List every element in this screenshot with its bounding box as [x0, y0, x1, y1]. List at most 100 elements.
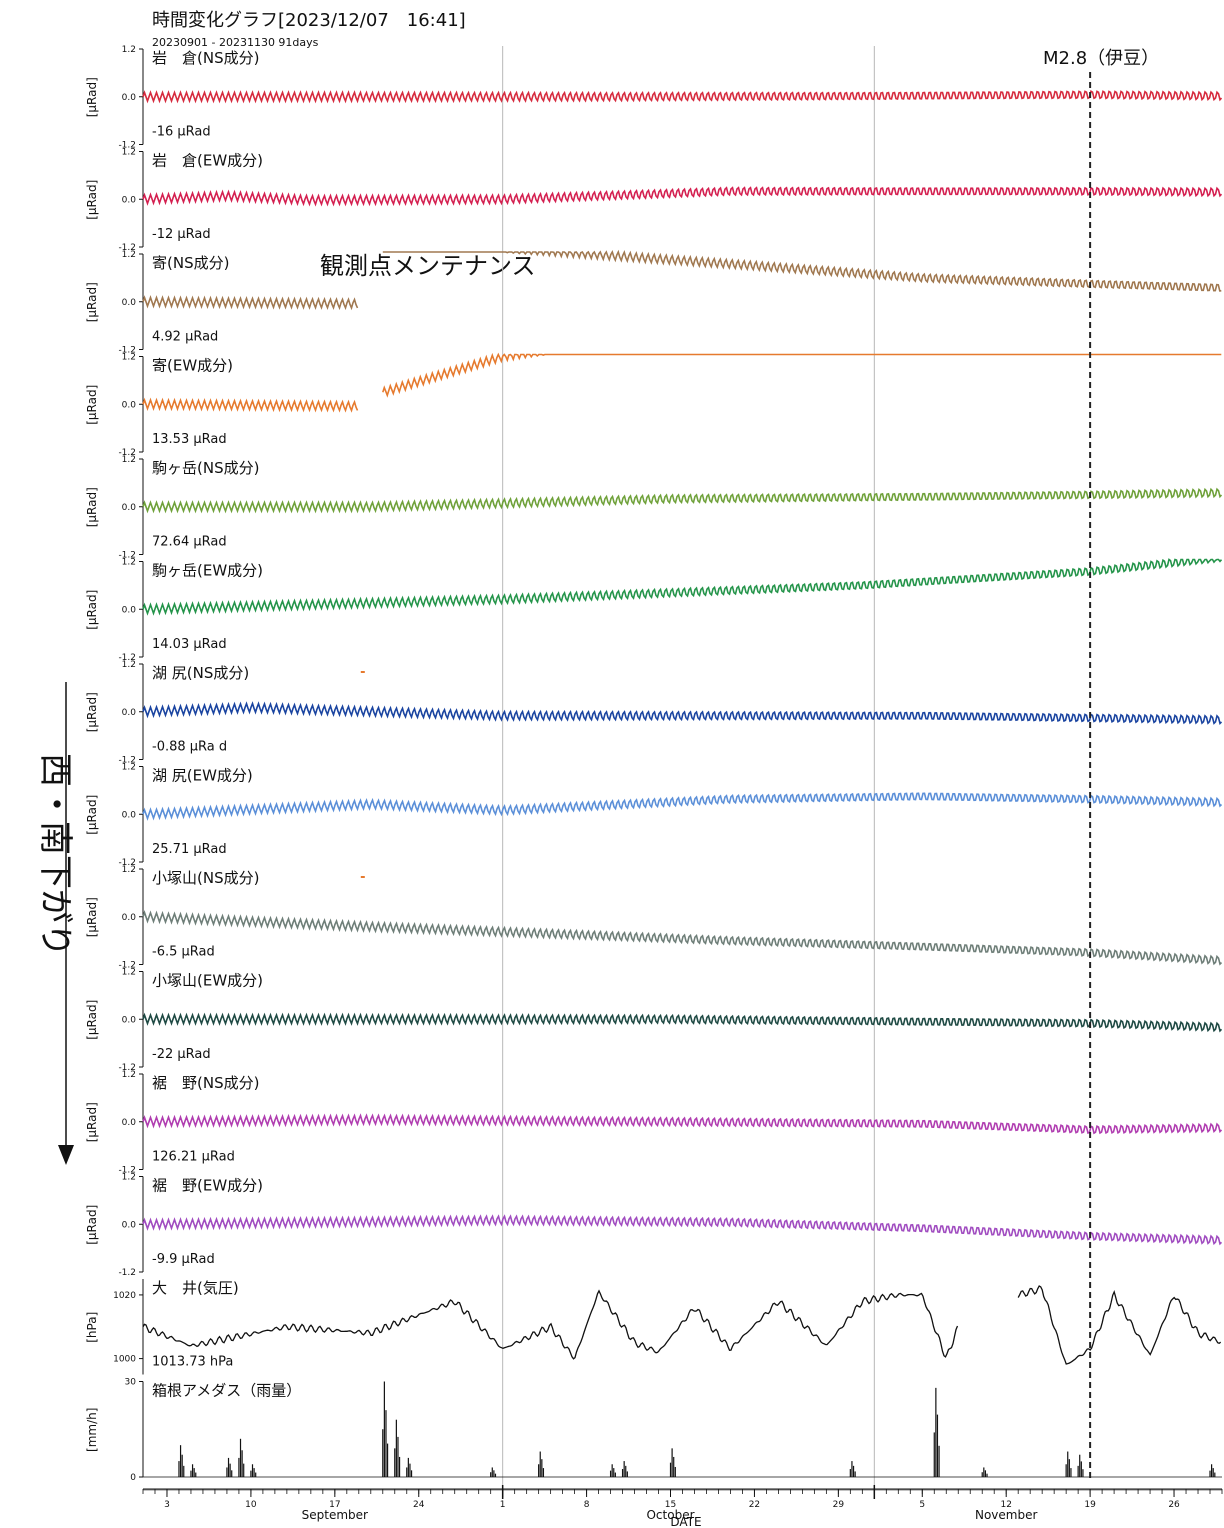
y-axis-label: [μRad]	[85, 897, 99, 937]
y-tick-label: -1.2	[118, 1063, 136, 1073]
panel-value-label: 4.92 μRad	[152, 330, 218, 345]
x-tick-label: 3	[164, 1500, 170, 1510]
series-line	[142, 1113, 1223, 1135]
panel-name: 寄(EW成分)	[152, 357, 233, 375]
series-line	[142, 910, 1223, 966]
y-tick-label: 1.2	[122, 1070, 136, 1080]
panel-value-label: -16 μRad	[152, 125, 211, 140]
y-tick-label: 1.2	[122, 865, 136, 875]
y-axis-label: [μRad]	[85, 1102, 99, 1142]
panel-name: 岩 倉(EW成分)	[152, 152, 263, 170]
panel-value-label: -9.9 μRad	[152, 1252, 215, 1267]
panels: 1.2 0.0 -1.2 [μRad] 岩 倉(NS成分) -16 μRad 1.2 0.0 -…	[85, 45, 1223, 1483]
annotations	[58, 72, 1092, 1481]
panel-value-label: -22 μRad	[152, 1047, 211, 1062]
y-tick-label: -1.2	[118, 1166, 136, 1176]
y-tick-label: 1.2	[122, 968, 136, 978]
maintenance-mark	[360, 876, 365, 878]
x-axis-label: DATE	[670, 1515, 701, 1528]
panel: 1.2 0.0 -1.2 [μRad] 駒ヶ岳(NS成分) 72.64 μRad	[85, 455, 1223, 561]
x-tick-label: 22	[749, 1500, 760, 1510]
y-tick-label: 0.0	[122, 708, 137, 718]
maintenance-annotation: 観測点メンテナンス	[320, 252, 536, 280]
panel-value-label: -0.88 μRa d	[152, 740, 227, 755]
y-tick-label: 1.2	[122, 455, 136, 465]
y-tick-label: 1.2	[122, 660, 136, 670]
panel-value-label: 13.53 μRad	[152, 432, 227, 447]
y-tick-label: 1.2	[122, 148, 136, 158]
y-tick-label: 1.2	[122, 250, 136, 260]
series-line	[142, 1012, 1223, 1033]
y-tick-label: -1.2	[118, 1268, 136, 1278]
panel-name: 裾 野(EW成分)	[152, 1177, 263, 1195]
maintenance-mark	[360, 671, 365, 673]
y-axis-label: [μRad]	[85, 1205, 99, 1245]
series-line	[142, 295, 359, 311]
y-axis-label: [μRad]	[85, 795, 99, 835]
y-tick-label: -1.2	[118, 243, 136, 253]
y-tick-label: 1.2	[122, 45, 136, 55]
y-tick-label: -1.2	[118, 448, 136, 458]
panel: 1.2 0.0 -1.2 [μRad] 裾 野(NS成分) 126.21 μRad	[85, 1070, 1223, 1176]
panel-name: 大 井(気圧)	[152, 1279, 239, 1297]
panel-name: 箱根アメダス（雨量）	[152, 1382, 301, 1400]
y-axis-label: [μRad]	[85, 282, 99, 322]
y-axis-label: [μRad]	[85, 77, 99, 117]
y-tick-label: 1020	[113, 1291, 136, 1301]
panel: 1.2 0.0 -1.2 [μRad] 小塚山(NS成分) -6.5 μRad	[85, 865, 1223, 971]
y-tick-label: 1.2	[122, 1173, 136, 1183]
panel-name: 湖 尻(EW成分)	[152, 767, 253, 785]
y-tick-label: -1.2	[118, 346, 136, 356]
panel: 1.2 0.0 -1.2 [μRad] 駒ヶ岳(EW成分) 14.03 μRad	[85, 558, 1223, 663]
y-tick-label: 0.0	[122, 1118, 137, 1128]
x-month-label: November	[975, 1508, 1037, 1522]
y-tick-label: 30	[125, 1378, 137, 1388]
series-line	[142, 487, 1223, 514]
panel-name: 岩 倉(NS成分)	[152, 49, 259, 67]
x-tick-label: 29	[833, 1500, 845, 1510]
y-tick-label: -1.2	[118, 141, 136, 151]
x-tick-label: 26	[1168, 1500, 1180, 1510]
y-tick-label: 0.0	[122, 913, 137, 923]
x-month-label: October	[646, 1508, 694, 1522]
panel-value-label: 14.03 μRad	[152, 637, 227, 652]
series-line	[142, 397, 359, 413]
y-axis-label: [μRad]	[85, 180, 99, 220]
panel: 1.2 0.0 -1.2 [μRad] 小塚山(EW成分) -22 μRad	[85, 968, 1223, 1073]
y-tick-label: 1000	[113, 1355, 136, 1365]
y-tick-label: 0.0	[122, 195, 137, 205]
x-month-label: September	[302, 1508, 368, 1522]
panel: 1.2 0.0 -1.2 [μRad] 湖 尻(NS成分) -0.88 μRa d	[85, 660, 1223, 766]
series-line	[142, 792, 1223, 821]
vertical-guide-lines	[502, 46, 875, 1487]
x-tick-label: 17	[329, 1500, 340, 1510]
y-tick-label: -1.2	[118, 551, 136, 561]
panel: 1020 1000 [hPa] 大 井(気圧) 1013.73 hPa	[85, 1279, 1222, 1375]
x-tick-label: 24	[413, 1500, 425, 1510]
y-axis-label: [mm/h]	[85, 1408, 99, 1452]
y-tick-label: 0.0	[122, 503, 137, 513]
x-axis: 3 10 17 24 1 8 15 22 29 5 12 19 26 September October No…	[142, 1485, 1223, 1522]
series-line	[1017, 1285, 1222, 1365]
series-line	[142, 1289, 959, 1360]
y-tick-label: 0.0	[122, 1220, 137, 1230]
panel-name: 駒ヶ岳(NS成分)	[152, 459, 259, 477]
tilt-direction-label: 西・南下がり	[35, 753, 75, 957]
series-line	[142, 558, 1223, 616]
y-tick-label: 0.0	[122, 298, 137, 308]
y-axis-label: [μRad]	[85, 487, 99, 527]
panel-name: 裾 野(NS成分)	[152, 1074, 259, 1092]
x-tick-label: 15	[665, 1500, 676, 1510]
panel-name: 小塚山(EW成分)	[152, 972, 263, 990]
panel: 1.2 0.0 -1.2 [μRad] 湖 尻(EW成分) 25.71 μRad	[85, 763, 1223, 868]
x-tick-label: 10	[245, 1500, 257, 1510]
y-tick-label: 0.0	[122, 1015, 137, 1025]
series-line	[142, 701, 1223, 725]
y-tick-label: -1.2	[118, 961, 136, 971]
panel-value-label: 1013.73 hPa	[152, 1355, 233, 1370]
chart-title: 時間変化グラフ[2023/12/07 16:41]	[152, 10, 466, 31]
y-tick-label: -1.2	[118, 858, 136, 868]
panel-name: 小塚山(NS成分)	[152, 869, 259, 887]
y-axis-label: [μRad]	[85, 385, 99, 425]
